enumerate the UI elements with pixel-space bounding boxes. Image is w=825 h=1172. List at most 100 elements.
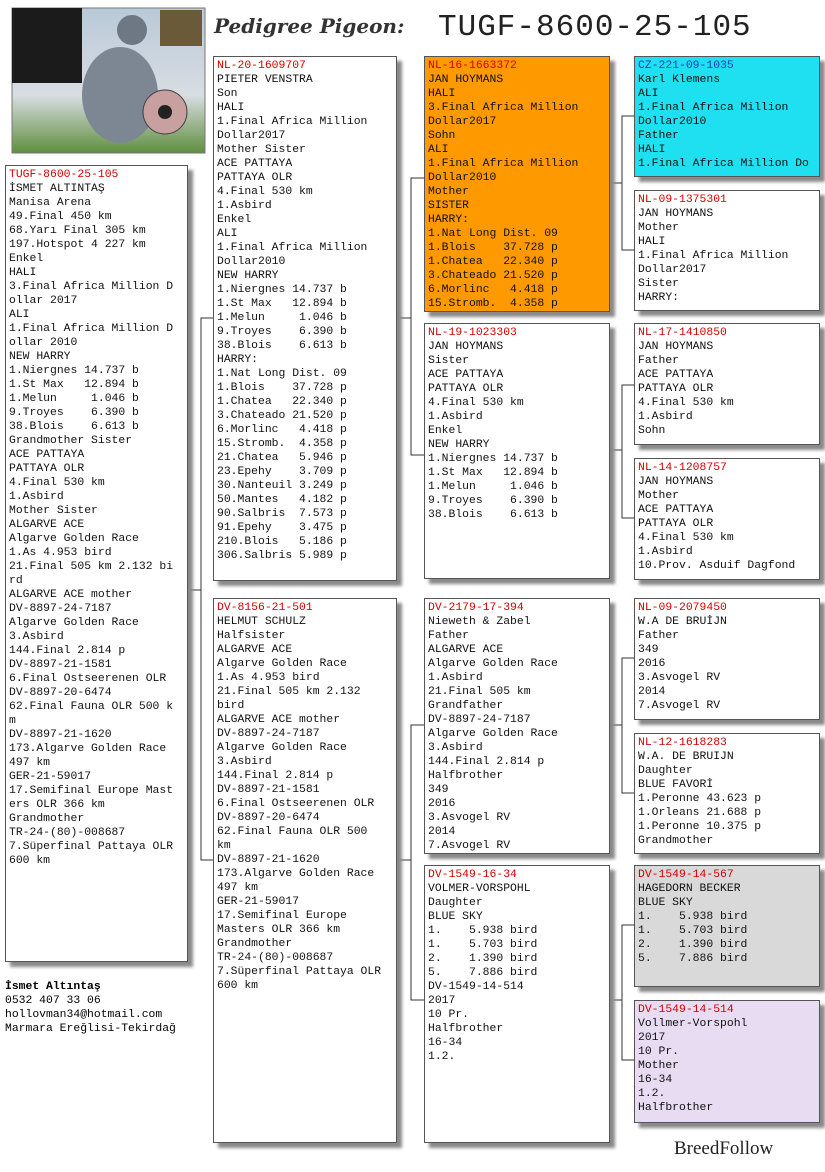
info-line: 2016 [638,658,666,670]
pedigree-box: NL-09-1375301 JAN HOYMANS Mother HALI 1.Fina… [634,190,820,311]
info-line: 4.Final 530 km [217,186,313,198]
brand: BreedFollow [674,1138,774,1159]
info-line: 1.Asbird [217,200,272,212]
info-line: DV-8897-21-1620 [9,729,112,741]
info-line: 6.Final Ostseerenen OLR [217,798,375,810]
info-line: ACE PATTAYA [638,504,714,516]
info-line: 7.Asvogel RV [638,700,721,712]
info-line: 4.Final 530 km [638,532,734,544]
owner-line: Marmara Ereğlisi-Tekirdağ [5,1023,176,1035]
info-line: 16-34 [428,1037,463,1049]
info-line: ALGARVE ACE mother [217,714,341,726]
info-line: 49.Final 450 km [9,211,112,223]
info-line: 68.Yarı Final 305 km [9,225,146,237]
info-line: Dollar2017 [638,264,707,276]
info-line: HALI [9,267,37,279]
info-line: ALGARVE ACE [217,644,293,656]
info-line: ollar 2017 [9,295,78,307]
info-line: 62.Final Fauna OLR 500 [217,826,368,838]
info-line: ALI [428,144,449,156]
info-line: 1.Niergnes 14.737 b [217,284,347,296]
info-line: ALI [638,88,659,100]
info-line: 2014 [638,686,666,698]
info-line: Father [428,630,470,642]
info-line: 15.Stromb. 4.358 p [428,298,558,310]
info-line: 1.As 4.953 bird [217,672,320,684]
info-line: ollar 2010 [9,337,78,349]
info-line: 210.Blois 5.186 p [217,536,347,548]
info-line: 173.Algarve Golden Race [9,743,167,755]
info-line: 21.Final 505 km [428,686,531,698]
info-line: Grandfather [428,700,504,712]
info-line: 1.Melun 1.046 b [217,312,347,324]
info-line: NEW HARRY [9,351,71,363]
info-line: 9.Troyes 6.390 b [217,326,347,338]
owner-info: İsmet Altıntaş 0532 407 33 06 hollovman34… [5,980,176,1036]
info-line: 1.Peronne 10.375 p [638,821,762,833]
ring-id: NL-09-1375301 [638,194,727,206]
info-line: Dollar2010 [428,172,497,184]
info-line: HALI [428,88,456,100]
info-line: Grandmother Sister [9,435,133,447]
info-line: 5. 7.886 bird [638,953,748,965]
info-line: Algarve Golden Race [9,533,139,545]
pedigree-box: NL-19-1023303 JAN HOYMANS Sister ACE PATTAY… [424,323,610,579]
info-line: Grandmother [9,813,85,825]
ring-id: NL-17-1410850 [638,327,727,339]
info-line: 1.Niergnes 14.737 b [9,365,139,377]
info-line: 1.Final Africa Million [638,102,789,114]
info-line: 349 [428,784,449,796]
info-line: 3.Asbird [217,756,272,768]
info-line: 2016 [428,798,456,810]
info-line: GER-21-59017 [217,896,300,908]
info-line: 6.Morlinc 4.418 p [428,284,558,296]
info-line: Algarve Golden Race [428,658,558,670]
info-line: 3.Chateado 21.520 p [428,270,558,282]
info-line: JAN HOYMANS [638,208,714,220]
ring-id: DV-8156-21-501 [217,602,313,614]
info-line: TR-24-(80)-008687 [9,827,126,839]
ring-id: DV-1549-14-567 [638,869,734,881]
info-line: 1.Nat Long Dist. 09 [428,228,558,240]
pedigree-box: CZ-221-09-1035 Karl Klemens ALI 1.Final Afr… [634,56,820,177]
info-line: BLUE SKY [638,897,693,909]
info-line: DV-8897-20-6474 [217,812,320,824]
info-line: 90.Salbris 7.573 p [217,508,347,520]
info-line: TR-24-(80)-008687 [217,952,334,964]
ring-id: NL-14-1208757 [638,462,727,474]
info-line: DV-8897-21-1581 [9,659,112,671]
info-line: Sister [428,355,470,367]
info-line: 1.Final Africa Million [638,250,789,262]
info-line: 15.Stromb. 4.358 p [217,438,347,450]
info-line: 7.Süperfinal Pattaya OLR [217,966,382,978]
ring-id: NL-20-1609707 [217,60,306,72]
pedigree-box: TUGF-8600-25-105 İSMET ALTINTAŞ Manisa Are… [5,165,188,962]
info-line: 1.Melun 1.046 b [428,481,558,493]
info-line: Algarve Golden Race [217,742,347,754]
info-line: 21.Chatea 5.946 p [217,452,347,464]
info-line: Mother [638,1060,680,1072]
info-line: 173.Algarve Golden Race [217,868,375,880]
info-line: 4.Final 530 km [9,477,105,489]
info-line: 1.St Max 12.894 b [428,467,558,479]
pedigree-box: NL-09-2079450 W.A DE BRUİJN Father 349 2016 3… [634,598,820,720]
info-line: 1.Asbird [638,411,693,423]
info-line: 497 km [9,757,51,769]
info-line: 30.Nanteuil 3.249 p [217,480,347,492]
info-line: 3.Asvogel RV [428,812,511,824]
info-line: 38.Blois 6.613 b [9,421,139,433]
info-line: NEW HARRY [217,270,279,282]
info-line: 1.Asbird [9,491,64,503]
info-line: Algarve Golden Race [217,658,347,670]
info-line: PATTAYA OLR [638,383,714,395]
info-line: Mother Sister [217,144,306,156]
pedigree-box: NL-16-1663372 JAN HOYMANS HALI 3.Final Afri… [424,56,610,312]
info-line: 6.Morlinc 4.418 p [217,424,347,436]
info-line: 2014 [428,826,456,838]
info-line: 21.Final 505 km 2.132 bi [9,561,174,573]
pigeon-photo [11,7,206,154]
info-line: 2017 [428,995,456,1007]
info-line: 1.Blois 37.728 p [428,242,558,254]
pedigree-box: DV-8156-21-501 HELMUT SCHULZ Halfsister ALG… [213,598,397,1143]
